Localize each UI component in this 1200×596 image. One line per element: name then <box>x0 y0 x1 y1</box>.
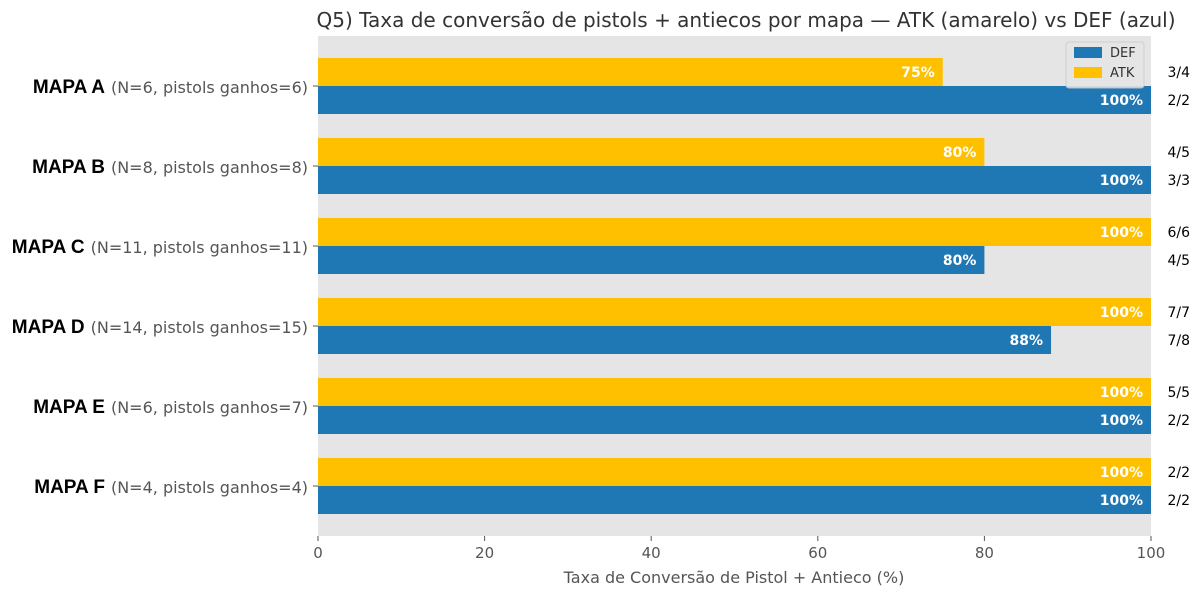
x-tick-label: 20 <box>475 544 494 562</box>
x-axis-label: Taxa de Conversão de Pistol + Antieco (%… <box>563 568 905 587</box>
bar-value-label: 88% <box>1010 333 1044 349</box>
count-label: 6/6 <box>1167 225 1190 241</box>
legend-label-atk: ATK <box>1110 66 1135 81</box>
bar-atk <box>318 458 1151 486</box>
bar-value-label: 100% <box>1100 305 1143 321</box>
bar-value-label: 100% <box>1100 413 1143 429</box>
bar-atk <box>318 58 943 86</box>
y-axis-labels: (N=6, pistols ganhos=6) MAPA A (N=8, pisto… <box>12 77 318 498</box>
bar-value-label: 100% <box>1100 93 1143 109</box>
bar-def <box>318 406 1151 434</box>
bar-def <box>318 86 1151 114</box>
count-label: 4/5 <box>1167 145 1190 161</box>
bar-value-label: 80% <box>943 253 977 269</box>
x-tick-label: 100 <box>1137 544 1166 562</box>
count-label: 3/3 <box>1167 173 1190 189</box>
count-label: 5/5 <box>1167 385 1190 401</box>
chart-title: Q5) Taxa de conversão de pistols + antie… <box>316 8 1175 32</box>
bar-value-label: 100% <box>1100 385 1143 401</box>
map-info-label: (N=11, pistols ganhos=11) <box>91 238 308 257</box>
map-name-label: MAPA A <box>33 77 105 98</box>
map-name-label: MAPA D <box>12 317 85 338</box>
bar-def <box>318 486 1151 514</box>
bar-value-label: 100% <box>1100 493 1143 509</box>
bar-atk <box>318 378 1151 406</box>
map-name-label: MAPA E <box>33 397 105 418</box>
bar-value-label: 75% <box>901 65 935 81</box>
bar-value-label: 100% <box>1100 173 1143 189</box>
bar-value-label: 100% <box>1100 465 1143 481</box>
count-label: 2/2 <box>1167 493 1190 509</box>
plot-background <box>318 36 1151 536</box>
count-label: 7/7 <box>1167 305 1190 321</box>
map-name-label: MAPA B <box>32 157 105 178</box>
bar-def <box>318 246 985 274</box>
map-info-label: (N=6, pistols ganhos=7) <box>111 398 308 417</box>
x-tick-label: 40 <box>642 544 661 562</box>
count-label: 4/5 <box>1167 253 1190 269</box>
count-label: 3/4 <box>1167 65 1190 81</box>
map-name-label: MAPA C <box>12 237 85 258</box>
legend-swatch-def <box>1074 47 1102 58</box>
bar-value-label: 80% <box>943 145 977 161</box>
map-info-label: (N=4, pistols ganhos=4) <box>111 478 308 497</box>
map-info-label: (N=8, pistols ganhos=8) <box>111 158 308 177</box>
bars-group: 75% 3/4 100% 2/2 80% 4/5 100% 3/3 100% 6/6 80% 4/5 1… <box>318 58 1190 514</box>
bar-value-label: 100% <box>1100 225 1143 241</box>
legend-swatch-atk <box>1074 67 1102 78</box>
x-tick-label: 60 <box>808 544 827 562</box>
legend-label-def: DEF <box>1110 46 1136 61</box>
map-name-label: MAPA F <box>34 477 105 498</box>
count-label: 2/2 <box>1167 413 1190 429</box>
count-label: 7/8 <box>1167 333 1190 349</box>
x-tick-label: 0 <box>313 544 323 562</box>
bar-atk <box>318 298 1151 326</box>
count-label: 2/2 <box>1167 93 1190 109</box>
x-axis-ticks: 0 20 40 60 80 100 <box>313 536 1165 562</box>
legend: DEF ATK <box>1065 41 1145 89</box>
x-tick-label: 80 <box>975 544 994 562</box>
bar-def <box>318 166 1151 194</box>
bar-atk <box>318 218 1151 246</box>
map-info-label: (N=14, pistols ganhos=15) <box>91 318 308 337</box>
count-label: 2/2 <box>1167 465 1190 481</box>
map-info-label: (N=6, pistols ganhos=6) <box>111 78 308 97</box>
bar-atk <box>318 138 985 166</box>
bar-def <box>318 326 1052 354</box>
